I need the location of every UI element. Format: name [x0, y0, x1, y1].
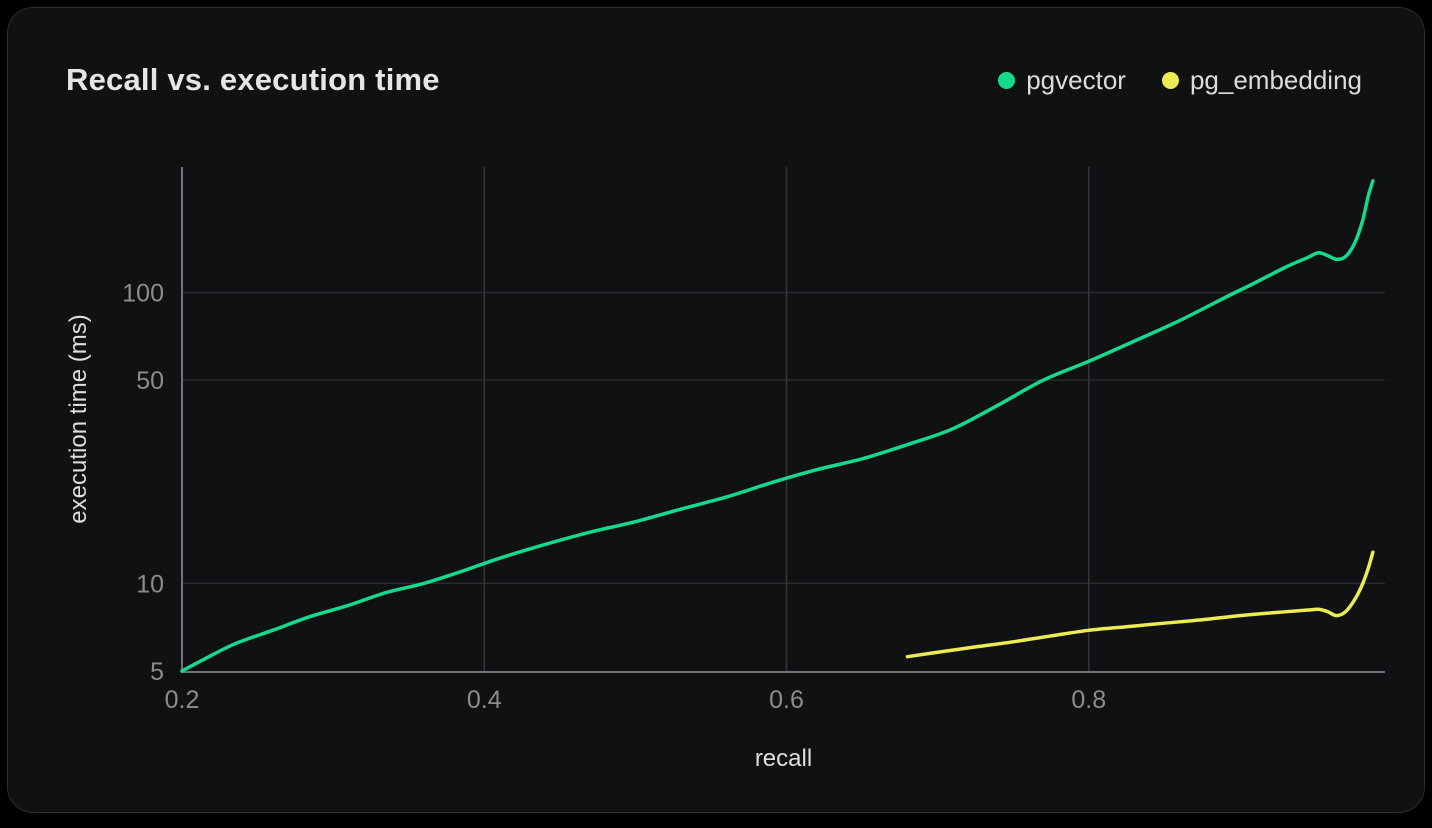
- legend-swatch-pgvector-icon: [998, 71, 1016, 89]
- legend: pgvector pg_embedding: [998, 65, 1362, 96]
- y-axis-label: execution time (ms): [65, 314, 92, 523]
- x-tick-label: 0.2: [165, 686, 200, 714]
- x-tick-label: 0.6: [769, 686, 804, 714]
- legend-item-pgvector[interactable]: pgvector: [998, 65, 1126, 96]
- legend-swatch-pg-embedding-icon: [1161, 71, 1179, 89]
- x-tick-label: 0.8: [1071, 686, 1106, 714]
- y-tick-label: 100: [122, 279, 164, 307]
- chart-card: Recall vs. execution time pgvector pg_em…: [7, 7, 1425, 813]
- y-tick-label: 10: [136, 570, 164, 598]
- series-line-pgvector: [180, 179, 1375, 673]
- chart-header: Recall vs. execution time pgvector pg_em…: [66, 62, 1362, 98]
- chart-title: Recall vs. execution time: [66, 62, 440, 97]
- legend-label-pg-embedding: pg_embedding: [1189, 64, 1362, 95]
- x-axis-label: recall: [755, 745, 812, 772]
- recall-vs-execution-time-chart: 5 10 50 100 0.2 0.4 0.6 0.8 recall execution time…: [65, 167, 1385, 772]
- legend-label-pgvector: pgvector: [1026, 64, 1126, 95]
- x-tick-label: 0.4: [467, 686, 502, 714]
- series-line-pg_embedding: [905, 550, 1375, 659]
- y-tick-label: 5: [150, 658, 164, 686]
- y-tick-label: 50: [136, 367, 164, 395]
- legend-item-pg-embedding[interactable]: pg_embedding: [1161, 64, 1362, 96]
